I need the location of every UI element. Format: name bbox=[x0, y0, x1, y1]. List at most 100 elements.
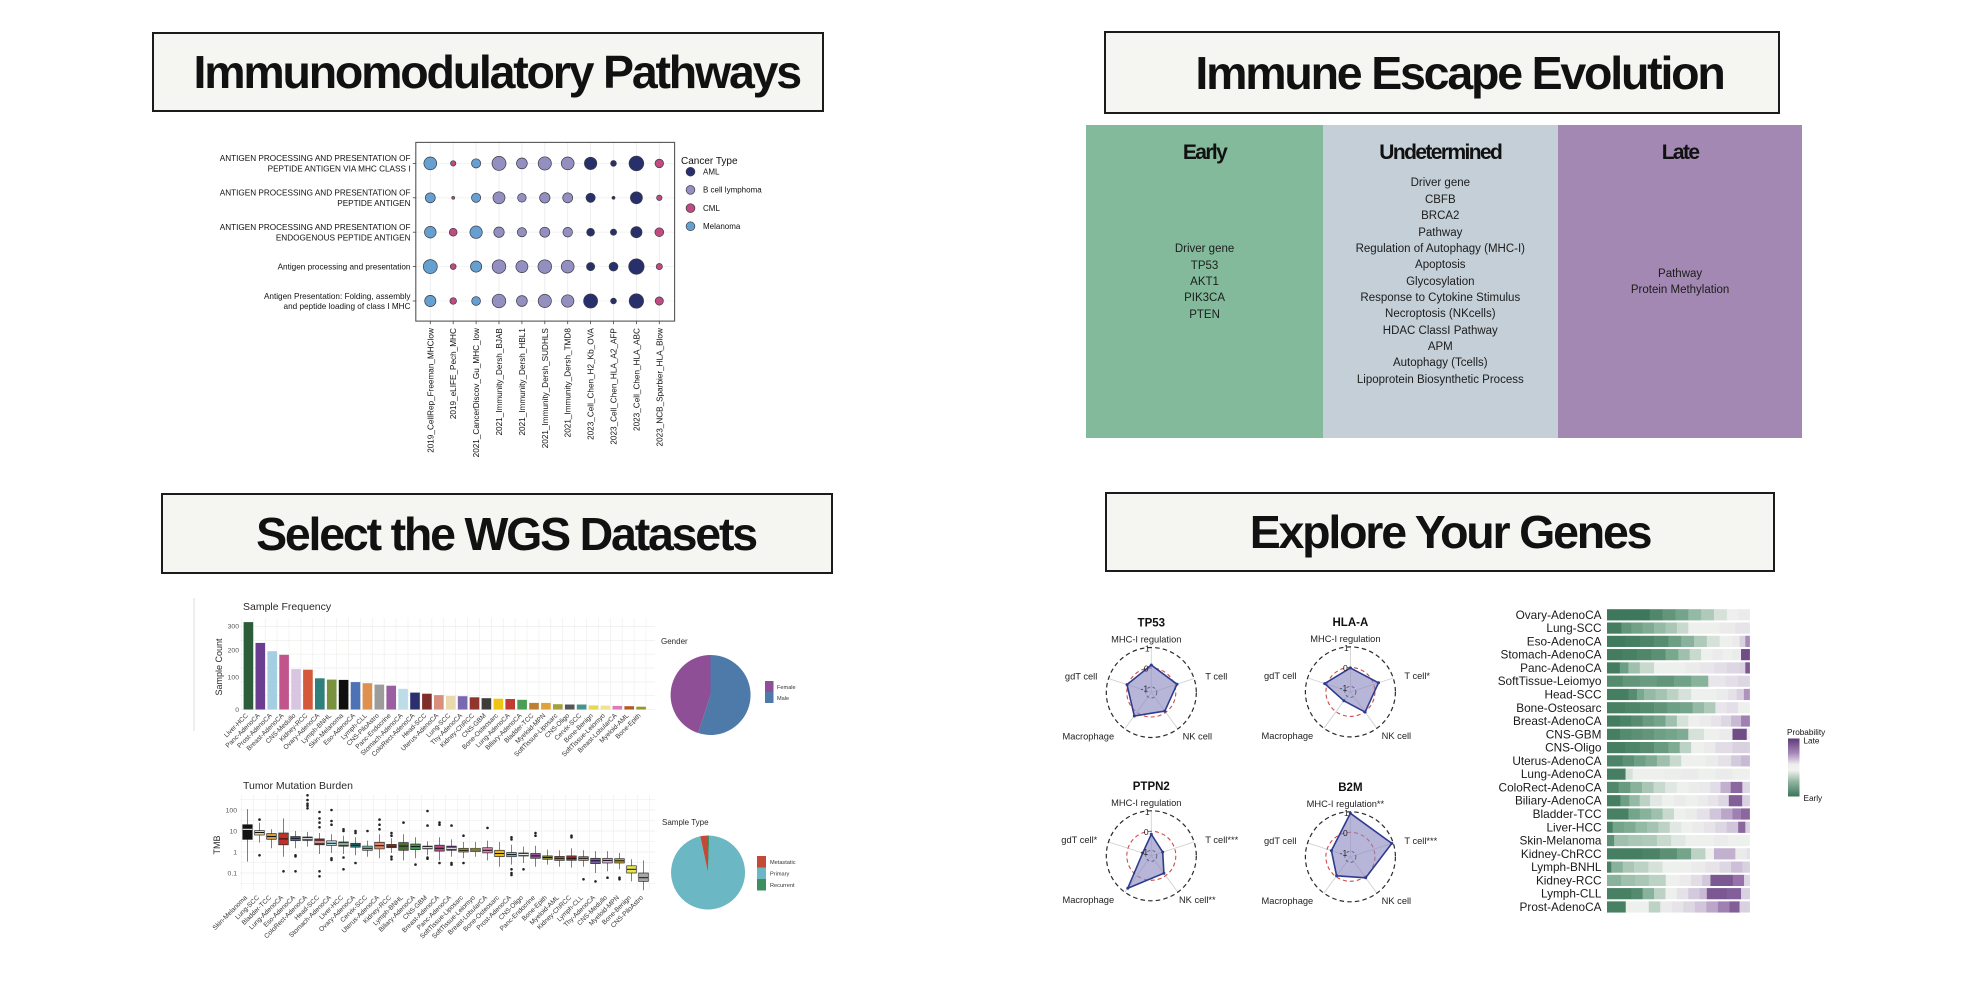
svg-text:HLA-A: HLA-A bbox=[1333, 617, 1369, 629]
svg-text:200: 200 bbox=[228, 648, 240, 655]
svg-text:-1: -1 bbox=[1141, 847, 1149, 857]
svg-text:and peptide loading of class I: and peptide loading of class I MHC bbox=[284, 302, 411, 311]
svg-text:Sample Frequency: Sample Frequency bbox=[243, 601, 332, 613]
svg-text:Kidney-ChRCC: Kidney-ChRCC bbox=[1521, 847, 1602, 861]
svg-text:Sample Count: Sample Count bbox=[214, 638, 224, 696]
svg-text:SoftTissue-Leiomyo: SoftTissue-Leiomyo bbox=[1498, 674, 1602, 688]
svg-text:MHC-I regulation: MHC-I regulation bbox=[1111, 798, 1181, 808]
svg-text:B2M: B2M bbox=[1338, 782, 1362, 794]
svg-text:gdT cell: gdT cell bbox=[1264, 836, 1296, 846]
svg-text:Male: Male bbox=[777, 696, 789, 702]
svg-text:-1: -1 bbox=[1340, 848, 1348, 858]
svg-text:Eso-AdenoCA: Eso-AdenoCA bbox=[1527, 634, 1602, 648]
svg-text:1: 1 bbox=[1344, 643, 1349, 653]
svg-text:0: 0 bbox=[1343, 663, 1348, 673]
svg-text:T cell***: T cell*** bbox=[1205, 835, 1238, 845]
svg-text:CNS-Oligo: CNS-Oligo bbox=[1545, 741, 1602, 755]
svg-text:T cell***: T cell*** bbox=[1404, 836, 1437, 846]
svg-text:Bladder-TCC: Bladder-TCC bbox=[1533, 807, 1602, 821]
svg-text:Bone-Osteosarc: Bone-Osteosarc bbox=[1516, 701, 1601, 715]
svg-text:-1: -1 bbox=[1141, 684, 1149, 694]
svg-text:B cell lymphoma: B cell lymphoma bbox=[703, 186, 762, 195]
svg-text:Macrophage: Macrophage bbox=[1062, 895, 1114, 905]
svg-text:Lung-AdenoCA: Lung-AdenoCA bbox=[1521, 767, 1602, 781]
svg-text:Antigen Presentation: Folding,: Antigen Presentation: Folding, assembly bbox=[264, 292, 411, 301]
svg-text:PEPTIDE ANTIGEN VIA MHC CLASS: PEPTIDE ANTIGEN VIA MHC CLASS I bbox=[268, 165, 411, 174]
svg-text:Lymph-BNHL: Lymph-BNHL bbox=[1531, 860, 1602, 874]
svg-text:0.1: 0.1 bbox=[228, 870, 238, 877]
svg-text:Macrophage: Macrophage bbox=[1062, 732, 1114, 742]
svg-text:100: 100 bbox=[228, 675, 240, 682]
svg-text:NK cell: NK cell bbox=[1382, 731, 1411, 741]
svg-text:Prost-AdenoCA: Prost-AdenoCA bbox=[1520, 900, 1602, 914]
svg-text:CML: CML bbox=[703, 204, 720, 213]
svg-text:TMB: TMB bbox=[212, 836, 222, 855]
svg-text:Gender: Gender bbox=[661, 637, 688, 646]
svg-text:NK cell: NK cell bbox=[1183, 732, 1212, 742]
svg-text:MHC-I regulation**: MHC-I regulation** bbox=[1307, 799, 1385, 809]
svg-text:10: 10 bbox=[229, 828, 237, 835]
svg-text:2021_Immunity_Dersh_SUDHLS: 2021_Immunity_Dersh_SUDHLS bbox=[541, 328, 550, 449]
svg-text:PEPTIDE ANTIGEN: PEPTIDE ANTIGEN bbox=[337, 199, 410, 208]
svg-text:2019_CellRep_Freeman_MHClow: 2019_CellRep_Freeman_MHClow bbox=[426, 328, 435, 453]
svg-text:Biliary-AdenoCA: Biliary-AdenoCA bbox=[1515, 794, 1602, 808]
svg-text:T cell: T cell bbox=[1205, 672, 1227, 682]
svg-text:2021_Immunity_Dersh_HBL1: 2021_Immunity_Dersh_HBL1 bbox=[518, 328, 527, 436]
svg-text:Skin-Melanoma: Skin-Melanoma bbox=[1520, 834, 1602, 848]
svg-text:2021_Immunity_Dersh_BJAB: 2021_Immunity_Dersh_BJAB bbox=[495, 328, 504, 436]
svg-text:ANTIGEN PROCESSING AND PRESENT: ANTIGEN PROCESSING AND PRESENTATION OF bbox=[220, 223, 411, 232]
svg-text:2023_Cell_Chen_HLA_ABC: 2023_Cell_Chen_HLA_ABC bbox=[632, 328, 641, 431]
svg-text:Head-SCC: Head-SCC bbox=[1544, 688, 1602, 702]
svg-text:1: 1 bbox=[233, 849, 237, 856]
svg-text:ColoRect-AdenoCA: ColoRect-AdenoCA bbox=[1499, 780, 1602, 794]
svg-text:Ovary-AdenoCA: Ovary-AdenoCA bbox=[1516, 608, 1602, 622]
svg-text:Probability: Probability bbox=[1787, 728, 1826, 737]
svg-text:2023_Cell_Chen_HLA_A2_AFP: 2023_Cell_Chen_HLA_A2_AFP bbox=[610, 328, 619, 445]
svg-text:ANTIGEN PROCESSING AND PRESENT: ANTIGEN PROCESSING AND PRESENTATION OF bbox=[220, 154, 411, 163]
svg-text:NK cell: NK cell bbox=[1382, 896, 1411, 906]
svg-text:MHC-I regulation: MHC-I regulation bbox=[1310, 634, 1380, 644]
svg-text:0: 0 bbox=[235, 707, 239, 714]
svg-text:Kidney-RCC: Kidney-RCC bbox=[1536, 873, 1602, 887]
svg-text:1: 1 bbox=[1344, 808, 1349, 818]
svg-text:Sample Type: Sample Type bbox=[662, 818, 709, 827]
svg-text:Cancer Type: Cancer Type bbox=[681, 156, 738, 167]
svg-text:Lung-SCC: Lung-SCC bbox=[1546, 621, 1602, 635]
svg-text:Recurrent: Recurrent bbox=[770, 883, 795, 889]
svg-text:1: 1 bbox=[1145, 807, 1150, 817]
svg-text:T cell*: T cell* bbox=[1404, 671, 1430, 681]
svg-text:ANTIGEN PROCESSING AND PRESENT: ANTIGEN PROCESSING AND PRESENTATION OF bbox=[220, 189, 411, 198]
svg-text:TP53: TP53 bbox=[1138, 618, 1166, 630]
svg-text:MHC-I regulation: MHC-I regulation bbox=[1111, 635, 1181, 645]
svg-text:Macrophage: Macrophage bbox=[1262, 896, 1314, 906]
svg-text:Panc-AdenoCA: Panc-AdenoCA bbox=[1520, 661, 1601, 675]
svg-text:gdT cell*: gdT cell* bbox=[1061, 835, 1097, 845]
svg-text:2023_NCB_Sparbier_HLA_Blow: 2023_NCB_Sparbier_HLA_Blow bbox=[655, 328, 664, 446]
svg-text:Macrophage: Macrophage bbox=[1262, 731, 1314, 741]
svg-text:Late: Late bbox=[1804, 737, 1820, 746]
svg-text:0: 0 bbox=[1144, 827, 1149, 837]
svg-text:Uterus-AdenoCA: Uterus-AdenoCA bbox=[1512, 754, 1601, 768]
svg-text:ENDOGENOUS PEPTIDE ANTIGEN: ENDOGENOUS PEPTIDE ANTIGEN bbox=[276, 233, 411, 242]
svg-text:2019_eLIFE_Pech_MHC: 2019_eLIFE_Pech_MHC bbox=[449, 328, 458, 419]
svg-text:Liver-HCC: Liver-HCC bbox=[1546, 820, 1602, 834]
svg-text:CNS-GBM: CNS-GBM bbox=[1546, 727, 1602, 741]
svg-text:2021_CancerDiscov_Gu_MHC_low: 2021_CancerDiscov_Gu_MHC_low bbox=[472, 328, 481, 457]
svg-text:Female: Female bbox=[777, 685, 796, 691]
svg-text:Melanoma: Melanoma bbox=[703, 222, 741, 231]
svg-text:Metastatic: Metastatic bbox=[770, 860, 796, 866]
svg-text:gdT cell: gdT cell bbox=[1065, 672, 1097, 682]
svg-text:AML: AML bbox=[703, 168, 720, 177]
svg-text:2021_Immunity_Dersh_TMD8: 2021_Immunity_Dersh_TMD8 bbox=[564, 328, 573, 438]
svg-text:NK cell**: NK cell** bbox=[1179, 895, 1216, 905]
svg-text:gdT cell: gdT cell bbox=[1264, 671, 1296, 681]
svg-text:-1: -1 bbox=[1340, 683, 1348, 693]
svg-text:100: 100 bbox=[226, 807, 238, 814]
svg-text:Early: Early bbox=[1804, 794, 1824, 803]
svg-text:Lymph-CLL: Lymph-CLL bbox=[1541, 887, 1602, 901]
svg-text:PTPN2: PTPN2 bbox=[1133, 781, 1170, 793]
svg-text:0: 0 bbox=[1343, 828, 1348, 838]
svg-text:Stomach-AdenoCA: Stomach-AdenoCA bbox=[1501, 648, 1602, 662]
svg-text:Antigen processing and present: Antigen processing and presentation bbox=[278, 263, 411, 272]
svg-text:1: 1 bbox=[1145, 644, 1150, 654]
